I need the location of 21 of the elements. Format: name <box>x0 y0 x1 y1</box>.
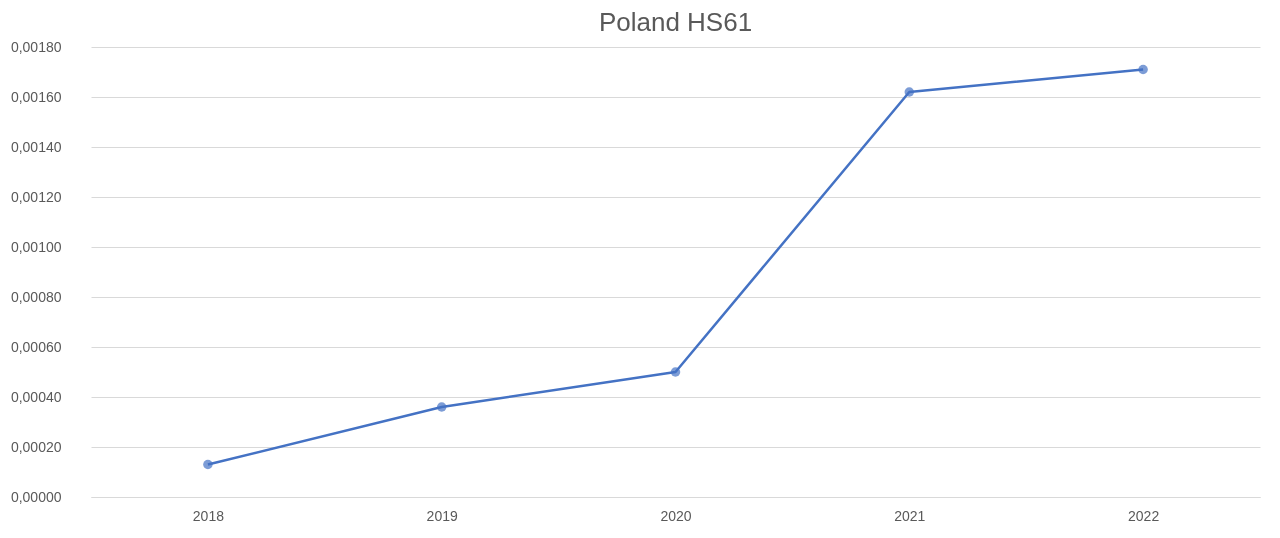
y-tick-label: 0,00180 <box>10 38 62 55</box>
y-tick-label: 0,00040 <box>10 388 62 405</box>
y-tick-label: 0,00160 <box>10 88 62 105</box>
point <box>436 402 447 412</box>
y-tick-label: 0,00080 <box>10 288 62 305</box>
x-tick-label: 2020 <box>660 507 692 524</box>
y-tick-label: 0,00140 <box>10 138 62 155</box>
y-tick-label: 0,00020 <box>10 438 62 455</box>
point <box>1138 64 1148 75</box>
point <box>203 459 213 470</box>
y-tick-label: 0,00120 <box>10 188 62 205</box>
y-tick-label: 0,00060 <box>10 338 62 355</box>
y-tick-label: 0,00100 <box>10 238 62 255</box>
x-tick-label: 2022 <box>1128 507 1160 524</box>
y-tick-label: 0,00000 <box>10 488 62 505</box>
x-tick-label: 2019 <box>426 507 458 524</box>
point <box>670 367 681 377</box>
x-tick-label: 2018 <box>192 507 225 524</box>
chart-title: Poland HS61 <box>598 7 753 37</box>
x-tick-label: 2021 <box>894 507 926 524</box>
point <box>904 87 915 97</box>
